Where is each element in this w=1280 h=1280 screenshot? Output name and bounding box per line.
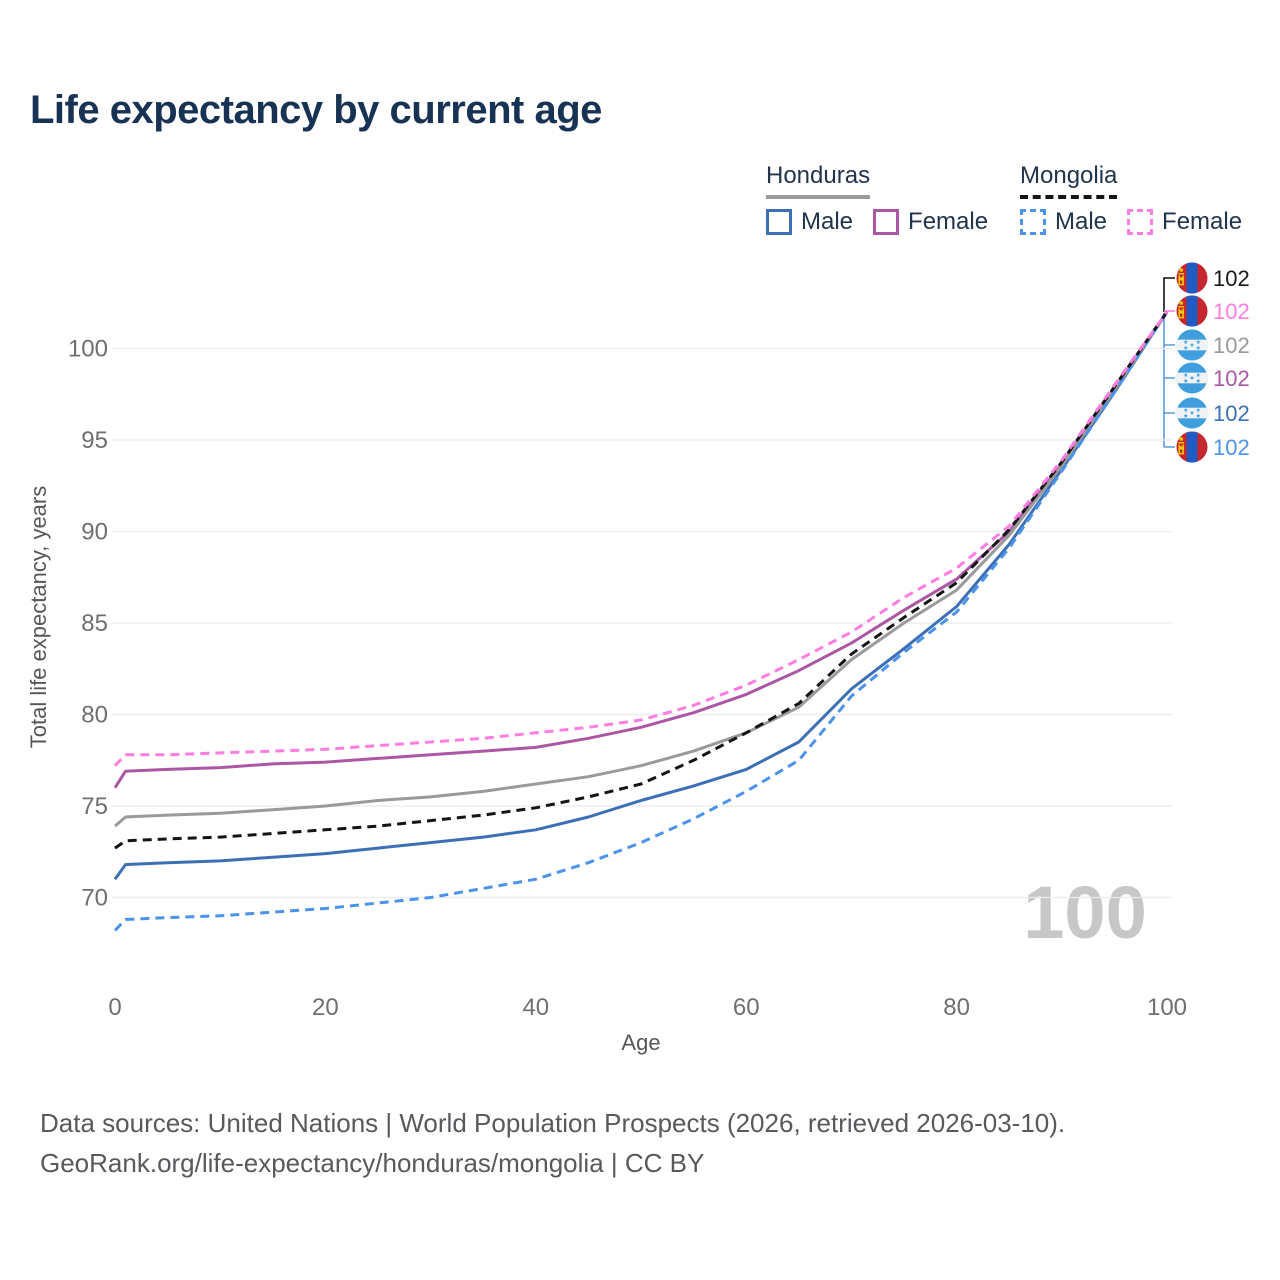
series-honduras-male[interactable] [113,311,1169,881]
y-tick-label: 70 [81,885,108,912]
y-tick-label: 75 [81,793,108,820]
end-label-honduras-female: 102 [1176,362,1250,394]
y-tick-label: 95 [81,427,108,454]
x-tick-label: 60 [733,994,760,1021]
legend-group-mongolia: Mongolia Male Female [1020,162,1253,236]
legend-swatch-honduras-female[interactable] [873,209,900,235]
legend-swatch-mongolia-male[interactable] [1020,209,1046,235]
legend-label-mongolia-female[interactable]: Female [1162,208,1243,235]
legend-label-honduras-female[interactable]: Female [908,208,989,235]
end-label-value: 102 [1213,266,1250,291]
end-label-honduras-male: 102 [1176,397,1250,429]
x-tick-label: 100 [1147,994,1187,1021]
y-tick-label: 80 [81,702,108,729]
legend-swatch-honduras-male[interactable] [766,209,792,235]
attribution-link: GeoRank.org/life-expectancy/honduras/mon… [40,1148,705,1178]
series-mongolia-male[interactable] [113,311,1169,932]
honduras-flag-icon [1176,397,1208,429]
honduras-flag-icon [1176,329,1208,361]
gridlines: 70 75 80 85 90 95 100 0 20 40 60 80 100 [68,336,1187,1022]
page-title: Life expectancy by current age [30,88,602,132]
y-tick-label: 100 [68,336,108,363]
series-honduras-female[interactable] [113,311,1169,789]
legend-group-honduras: Honduras Male Female [766,162,999,236]
mongolia-flag-icon [1176,431,1208,463]
legend-label-mongolia-male[interactable]: Male [1055,208,1108,235]
end-label-mongolia: 102 [1176,262,1250,294]
end-label-mongolia-female: 102 [1176,295,1250,327]
y-tick-label: 90 [81,519,108,546]
y-axis-title: Total life expectancy, years [26,486,51,749]
series-honduras[interactable] [114,311,1169,828]
end-labels: 102 102 102 102 102 102 [1176,262,1250,463]
series-lines [113,311,1169,932]
x-tick-label: 80 [943,994,970,1021]
x-tick-label: 20 [312,994,339,1021]
leader-lines [1163,277,1175,448]
series-mongolia[interactable] [114,311,1169,850]
y-tick-label: 85 [81,610,108,637]
watermark-100: 100 [1023,871,1146,954]
end-label-honduras: 102 [1176,329,1250,361]
x-tick-label: 40 [522,994,549,1021]
mongolia-flag-icon [1176,262,1208,294]
legend-country-honduras[interactable]: Honduras [766,162,871,199]
honduras-flag-icon [1176,362,1208,394]
end-label-value: 102 [1213,435,1250,460]
x-tick-label: 0 [108,994,121,1021]
series-mongolia-female[interactable] [113,311,1169,767]
end-label-mongolia-male: 102 [1176,431,1250,463]
legend-label-honduras-male[interactable]: Male [801,208,854,235]
data-source-note: Data sources: United Nations | World Pop… [40,1108,1066,1138]
mongolia-flag-icon [1176,295,1208,327]
end-label-value: 102 [1213,401,1250,426]
legend-swatch-mongolia-female[interactable] [1127,209,1154,235]
leader-black [1163,277,1175,312]
end-label-value: 102 [1213,366,1250,391]
end-label-value: 102 [1213,333,1250,358]
x-axis-title: Age [621,1030,660,1055]
end-label-value: 102 [1213,299,1250,324]
leader-blue-bracket [1163,313,1175,448]
legend-country-mongolia[interactable]: Mongolia [1020,162,1118,199]
